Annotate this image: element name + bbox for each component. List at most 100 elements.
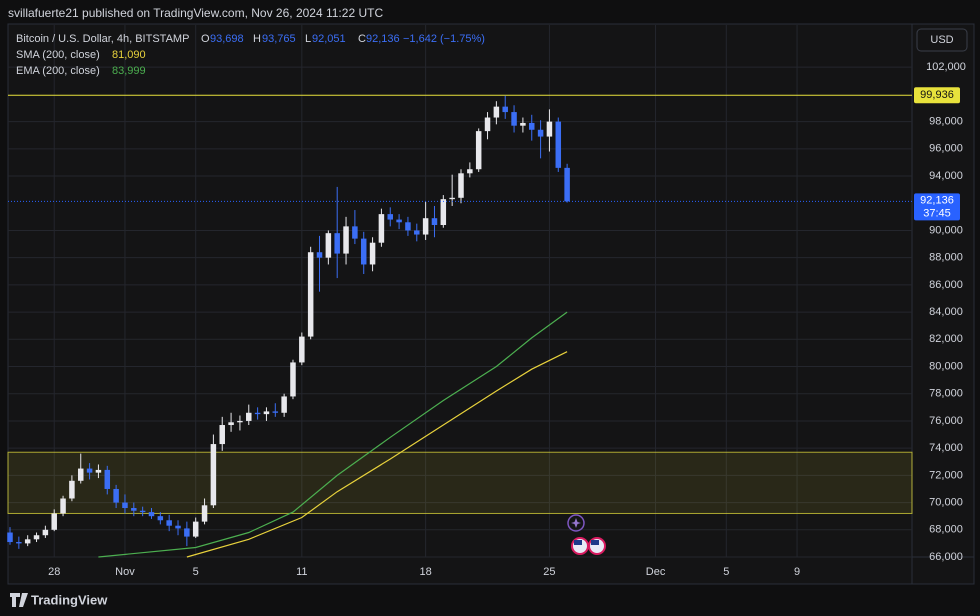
- candle-body: [281, 396, 287, 413]
- publisher: svillafuerte21 published on TradingView.…: [8, 6, 383, 20]
- candle-body: [254, 412, 261, 415]
- candle-body: [201, 505, 208, 522]
- y-tick-label: 74,000: [929, 442, 963, 454]
- candle-body: [396, 219, 402, 223]
- candle-body: [148, 512, 155, 517]
- event-icon-star: [571, 518, 581, 528]
- y-tick-label: 90,000: [929, 224, 963, 236]
- ma-line: [98, 311, 568, 558]
- candle-body: [192, 521, 199, 537]
- y-tick-label: 96,000: [929, 143, 963, 155]
- legend-label: EMA (200, close): [16, 65, 100, 77]
- candle-body: [546, 121, 553, 137]
- candle-body: [467, 169, 473, 174]
- candle-body: [316, 252, 323, 258]
- candle-body: [51, 513, 57, 530]
- ma-line: [186, 351, 568, 558]
- candle-body: [520, 122, 526, 126]
- candle-body: [77, 468, 84, 481]
- x-tick-label: 28: [48, 566, 60, 578]
- y-tick-label: 86,000: [929, 279, 963, 291]
- y-tick-label: 88,000: [929, 252, 963, 264]
- candle-body: [555, 121, 562, 168]
- y-tick-label: 80,000: [929, 360, 963, 372]
- x-tick-label: 5: [193, 566, 199, 578]
- x-tick-label: 9: [794, 566, 800, 578]
- x-tick-label: 5: [723, 566, 729, 578]
- candle-body: [307, 252, 314, 337]
- candle-body: [131, 508, 137, 511]
- y-tick-label: 102,000: [926, 61, 966, 73]
- candle-body: [237, 420, 243, 423]
- x-tick-label: Dec: [646, 566, 666, 578]
- candle-body: [157, 516, 164, 521]
- y-tick-label: 98,000: [929, 116, 963, 128]
- y-tick-label: 66,000: [929, 551, 963, 563]
- flag: [591, 540, 599, 545]
- chart-panel: [7, 23, 975, 585]
- candle-body: [7, 532, 13, 543]
- candle-body: [69, 480, 75, 499]
- candle-body: [352, 226, 358, 239]
- candle-body: [95, 469, 102, 473]
- currency-button[interactable]: [916, 28, 968, 52]
- candle-body: [139, 510, 146, 513]
- event-icon[interactable]: [567, 514, 585, 532]
- candle-body: [334, 233, 340, 254]
- candle-body: [290, 362, 296, 397]
- y-tick-label: 84,000: [929, 306, 963, 318]
- ohlc-label: L: [305, 33, 311, 45]
- candle-body: [528, 122, 535, 130]
- y-tick-label: 68,000: [929, 524, 963, 536]
- chart-title: Bitcoin / U.S. Dollar, 4h, BITSTAMP: [16, 33, 189, 45]
- candle-body: [564, 167, 570, 202]
- y-tick-label: 72,000: [929, 469, 963, 481]
- candle-body: [449, 197, 455, 200]
- ohlc-value: 93,698: [210, 33, 244, 45]
- candle-body: [210, 444, 217, 506]
- candle-body: [42, 529, 49, 536]
- legend-value: 83,999: [112, 65, 146, 77]
- zone: [7, 451, 913, 514]
- candle-body: [387, 214, 394, 220]
- plot: [7, 25, 913, 558]
- candle-body: [228, 422, 234, 426]
- y-tick-label: 82,000: [929, 333, 963, 345]
- candle-body: [475, 131, 482, 170]
- candle-body: [175, 525, 181, 529]
- candle-body: [378, 214, 385, 243]
- flag: [574, 540, 582, 545]
- candle-body: [369, 242, 376, 265]
- price-badge: [914, 193, 960, 221]
- candle-body: [184, 528, 190, 537]
- ohlc-change: −1,642 (−1.75%): [403, 33, 485, 45]
- candle-body: [422, 218, 429, 235]
- x-tick-label: 11: [296, 566, 307, 578]
- candle-body: [343, 226, 349, 254]
- candle-body: [219, 425, 225, 445]
- candle-body: [325, 233, 332, 258]
- candle-body: [502, 106, 508, 113]
- candle-body: [299, 336, 305, 363]
- candle-body: [511, 112, 517, 126]
- currency[interactable]: USD: [930, 34, 953, 46]
- ohlc-label: H: [253, 33, 261, 45]
- candle-body: [458, 173, 464, 198]
- legend-label: SMA (200, close): [16, 49, 100, 61]
- logo-icon: [10, 593, 28, 607]
- candle-body: [33, 535, 40, 540]
- ohlc-value: 92,051: [312, 33, 346, 45]
- candle-body: [86, 468, 93, 473]
- y-tick-label: 94,000: [929, 170, 963, 182]
- candle-body: [484, 117, 491, 132]
- candle-body: [246, 412, 252, 421]
- candle-body: [24, 539, 31, 544]
- countdown: 37:45: [923, 207, 951, 219]
- ohlc-label: C: [358, 33, 366, 45]
- candle-body: [414, 230, 420, 235]
- candle-body: [263, 411, 270, 415]
- candle-body: [122, 502, 128, 509]
- price-label: 92,136: [920, 194, 954, 206]
- candle-body: [104, 469, 111, 489]
- candle-body: [272, 411, 279, 413]
